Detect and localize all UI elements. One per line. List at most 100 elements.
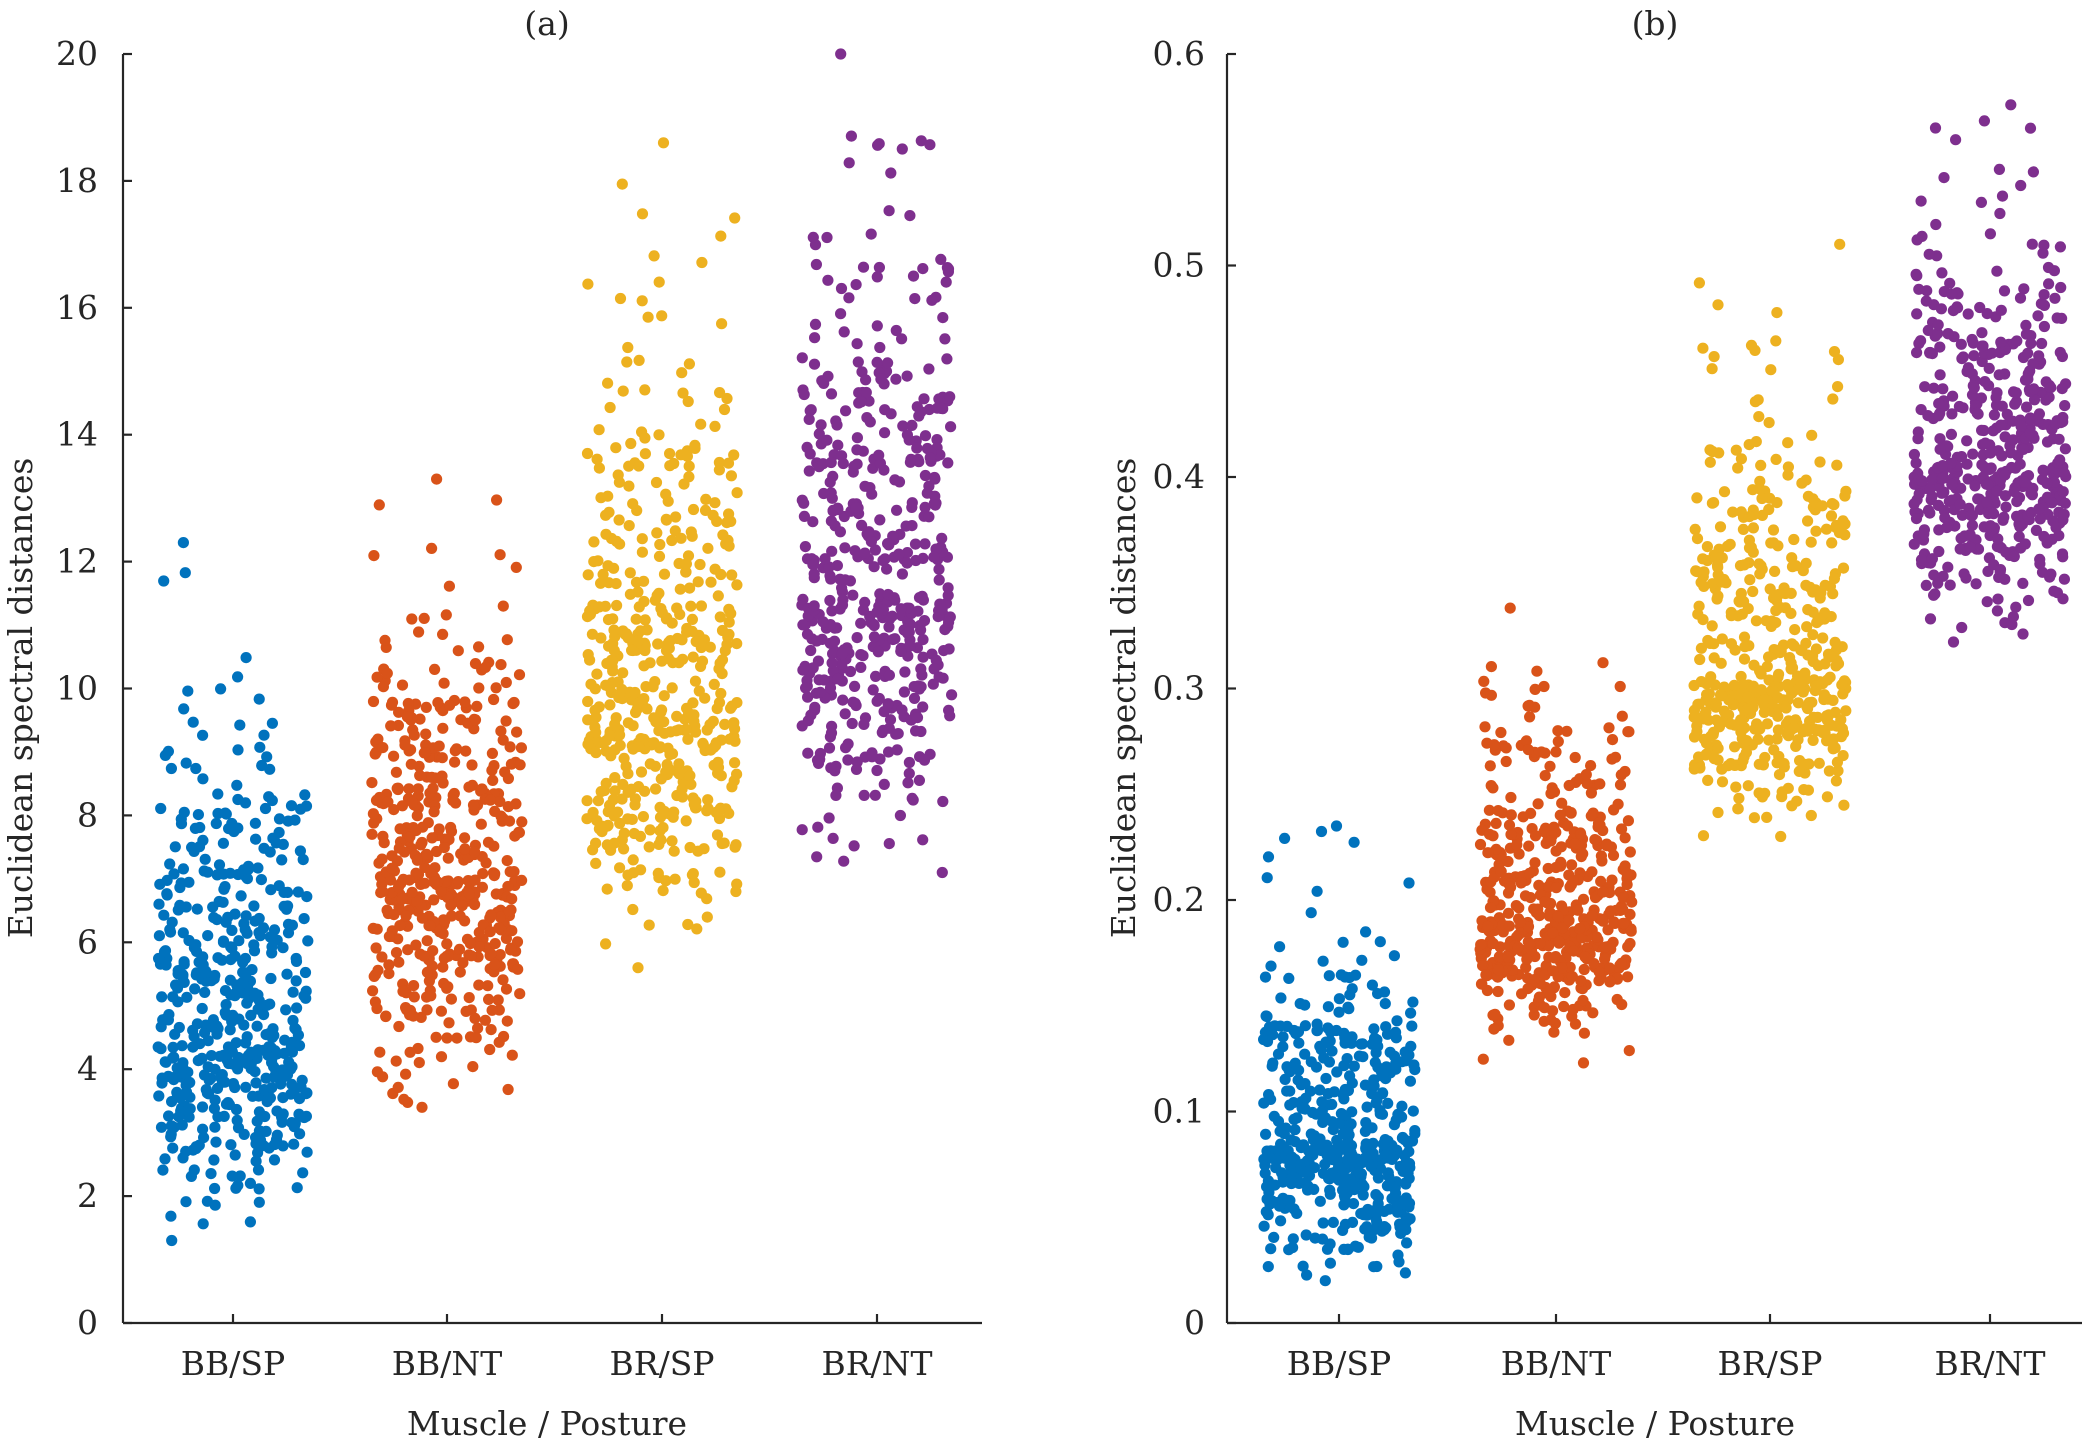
data-point — [165, 1120, 177, 1132]
data-point — [1708, 351, 1720, 363]
data-point — [849, 680, 861, 693]
data-point — [1553, 935, 1565, 947]
data-point — [2038, 299, 2050, 311]
data-point — [495, 659, 507, 671]
data-point — [403, 874, 415, 886]
data-point — [1529, 857, 1541, 869]
data-point — [469, 874, 481, 886]
data-point — [1565, 807, 1577, 819]
data-point — [1545, 835, 1557, 847]
data-point — [1372, 1040, 1384, 1052]
data-point — [1932, 327, 1944, 339]
data-point — [593, 701, 605, 713]
data-point — [1614, 779, 1627, 791]
data-point — [686, 625, 698, 638]
data-point — [1935, 303, 1947, 315]
data-point — [1913, 283, 1925, 295]
data-point — [431, 473, 443, 485]
data-point — [933, 563, 945, 575]
data-point — [1729, 741, 1741, 753]
data-point — [1834, 238, 1846, 250]
data-point — [731, 579, 743, 591]
data-point — [280, 1004, 292, 1016]
data-point — [1967, 337, 1979, 349]
data-point — [622, 813, 634, 825]
data-point — [1325, 1026, 1337, 1038]
data-point — [813, 428, 825, 440]
data-point — [834, 573, 846, 585]
data-point — [701, 911, 713, 923]
data-point — [1738, 559, 1750, 571]
data-point — [944, 710, 956, 722]
data-point — [2007, 611, 2019, 623]
data-point — [1275, 992, 1287, 1004]
data-point — [1756, 791, 1768, 803]
data-point — [1271, 1197, 1283, 1209]
data-point — [421, 935, 433, 947]
data-point — [1514, 916, 1527, 928]
data-point — [807, 231, 819, 243]
data-point — [282, 886, 294, 899]
data-point — [485, 1024, 497, 1036]
data-point — [1825, 510, 1838, 522]
data-point — [1505, 881, 1517, 893]
data-point — [860, 374, 872, 386]
data-point — [1521, 953, 1533, 966]
data-point — [167, 1041, 179, 1053]
data-point — [944, 391, 956, 403]
data-point — [1262, 851, 1275, 863]
data-point — [934, 449, 946, 461]
data-point — [2032, 310, 2044, 322]
data-point — [447, 1078, 459, 1090]
data-point — [249, 1066, 261, 1078]
data-point — [1706, 578, 1718, 590]
data-point — [1750, 436, 1762, 448]
data-point — [1302, 1165, 1315, 1177]
data-point — [278, 900, 290, 913]
data-point — [1401, 1237, 1413, 1249]
data-point — [718, 403, 731, 416]
data-point — [297, 1167, 309, 1179]
data-point — [924, 139, 936, 151]
data-point — [2008, 486, 2020, 498]
data-point — [1995, 336, 2007, 348]
data-point — [1403, 1158, 1416, 1170]
data-point — [855, 661, 867, 674]
data-point — [241, 1057, 253, 1070]
data-point — [901, 429, 914, 441]
data-point — [1768, 685, 1780, 698]
data-point — [929, 473, 941, 485]
data-point — [1817, 632, 1829, 644]
data-point — [1399, 1267, 1411, 1279]
data-point — [844, 665, 857, 678]
data-point — [1735, 506, 1747, 518]
data-point — [1975, 196, 1987, 208]
data-point — [182, 685, 194, 697]
data-point — [896, 568, 909, 580]
data-point — [185, 1170, 197, 1182]
data-point — [1594, 778, 1606, 790]
data-point — [851, 338, 863, 350]
data-point — [231, 1059, 243, 1071]
data-point — [869, 544, 882, 556]
data-point — [199, 853, 211, 865]
data-point — [889, 474, 901, 486]
data-point — [1966, 519, 1978, 531]
data-point — [1548, 821, 1560, 833]
data-point — [2055, 281, 2067, 294]
data-point — [871, 356, 883, 368]
data-point — [917, 701, 929, 713]
data-point — [1323, 1056, 1335, 1068]
data-point — [852, 356, 864, 368]
data-point — [1758, 694, 1770, 706]
data-point — [1709, 679, 1721, 691]
data-point — [691, 923, 703, 935]
data-point — [1615, 957, 1627, 970]
data-point — [1788, 722, 1800, 734]
data-point — [426, 542, 438, 555]
data-point — [202, 930, 214, 942]
data-point — [723, 616, 735, 628]
data-point — [630, 706, 642, 719]
data-point — [1615, 769, 1627, 781]
data-point — [638, 575, 650, 587]
